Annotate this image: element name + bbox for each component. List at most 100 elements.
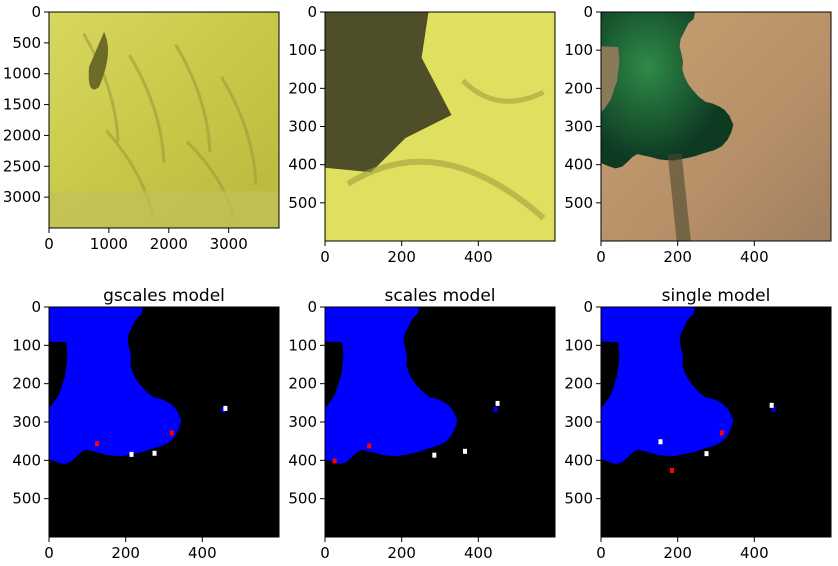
x-tick-label: 0 bbox=[44, 235, 54, 253]
error-pixel bbox=[432, 452, 437, 458]
y-tick-label: 2000 bbox=[3, 126, 41, 144]
error-pixel bbox=[769, 402, 774, 408]
error-pixel bbox=[771, 406, 776, 412]
y-tick-label: 500 bbox=[12, 34, 41, 52]
terrain-ridge bbox=[128, 54, 166, 164]
y-tick-label: 300 bbox=[288, 413, 317, 431]
land-mask bbox=[601, 341, 620, 408]
y-tick-label: 200 bbox=[12, 375, 41, 393]
x-tick-label: 200 bbox=[387, 544, 416, 562]
error-pixel bbox=[704, 451, 709, 457]
x-tick-label: 200 bbox=[663, 248, 692, 266]
dark-lake-feature bbox=[88, 32, 108, 90]
axes-frame bbox=[48, 11, 280, 229]
river-valley bbox=[667, 153, 691, 242]
water-mask bbox=[325, 307, 458, 465]
subplot-6: 0 200 400 0 100 200 300 400 500 single model bbox=[564, 286, 832, 562]
terrain-ridge bbox=[82, 32, 120, 142]
x-tick-label: 0 bbox=[596, 544, 606, 562]
error-pixel bbox=[367, 443, 372, 449]
y-tick-label: 400 bbox=[12, 451, 41, 469]
y-tick-label: 100 bbox=[12, 336, 41, 354]
x-tick-label: 400 bbox=[740, 248, 769, 266]
error-pixel bbox=[719, 430, 724, 436]
error-pixel bbox=[463, 448, 467, 454]
x-tick-label: 0 bbox=[44, 544, 54, 562]
x-tick-label: 200 bbox=[387, 248, 416, 266]
x-tick-label: 1000 bbox=[90, 235, 128, 253]
error-pixel bbox=[95, 441, 99, 447]
y-tick-label: 2500 bbox=[3, 157, 41, 175]
y-tick-label: 500 bbox=[288, 490, 317, 508]
y-tick-label: 200 bbox=[564, 79, 593, 97]
y-tick-label: 500 bbox=[12, 490, 41, 508]
y-tick-label: 300 bbox=[564, 413, 593, 431]
x-tick-label: 200 bbox=[663, 544, 692, 562]
y-tick-label: 0 bbox=[307, 3, 317, 21]
y-tick-label: 400 bbox=[288, 156, 317, 174]
y-tick-label: 300 bbox=[12, 413, 41, 431]
terrain-band bbox=[49, 191, 279, 228]
y-tick-label: 100 bbox=[564, 336, 593, 354]
water-mask bbox=[601, 307, 734, 465]
y-tick-label: 200 bbox=[288, 375, 317, 393]
x-tick-label: 0 bbox=[596, 248, 606, 266]
land-mask bbox=[49, 341, 68, 408]
y-tick-label: 0 bbox=[307, 298, 317, 316]
error-pixel bbox=[332, 458, 337, 464]
y-tick-label: 200 bbox=[564, 375, 593, 393]
x-tick-label: 0 bbox=[320, 248, 330, 266]
x-tick-label: 400 bbox=[464, 248, 493, 266]
x-tick-label: 2000 bbox=[150, 235, 188, 253]
y-tick-label: 0 bbox=[583, 298, 593, 316]
x-tick-label: 400 bbox=[188, 544, 217, 562]
water-mask bbox=[49, 307, 182, 465]
land-mask bbox=[325, 341, 344, 408]
y-tick-label: 0 bbox=[583, 3, 593, 21]
error-pixel bbox=[670, 468, 674, 473]
terrain-ridge bbox=[346, 158, 546, 221]
x-tick-label: 400 bbox=[464, 544, 493, 562]
y-tick-label: 0 bbox=[31, 3, 41, 21]
terrain-ridge bbox=[220, 76, 258, 185]
y-tick-label: 400 bbox=[564, 451, 593, 469]
y-tick-label: 500 bbox=[564, 490, 593, 508]
x-tick-label: 0 bbox=[320, 544, 330, 562]
error-pixel bbox=[223, 405, 228, 411]
y-tick-label: 100 bbox=[564, 41, 593, 59]
lake-water bbox=[601, 12, 734, 169]
subplot-title: single model bbox=[662, 286, 771, 306]
error-pixel bbox=[129, 451, 134, 457]
y-tick-label: 300 bbox=[564, 118, 593, 136]
y-tick-label: 0 bbox=[31, 298, 41, 316]
subplot-3: 0 200 400 0 100 200 300 400 500 bbox=[564, 3, 832, 266]
y-tick-label: 400 bbox=[288, 451, 317, 469]
subplot-2: 0 200 400 0 100 200 300 400 500 bbox=[288, 3, 556, 266]
y-tick-label: 500 bbox=[288, 194, 317, 212]
y-tick-label: 1500 bbox=[3, 96, 41, 114]
terrain-ridge bbox=[461, 78, 545, 104]
error-pixel bbox=[495, 400, 500, 406]
subplot-1: 0 1000 2000 3000 0 500 1000 1500 2000 2500 3000 bbox=[3, 3, 280, 253]
y-tick-label: 1000 bbox=[3, 65, 41, 83]
y-tick-label: 400 bbox=[564, 156, 593, 174]
terrain-ridge bbox=[174, 43, 212, 153]
dark-water-region bbox=[325, 12, 452, 173]
y-tick-label: 300 bbox=[288, 118, 317, 136]
x-tick-label: 3000 bbox=[210, 235, 248, 253]
y-tick-label: 3000 bbox=[3, 188, 41, 206]
error-pixel bbox=[152, 450, 157, 456]
y-tick-label: 200 bbox=[288, 79, 317, 97]
y-tick-label: 100 bbox=[288, 41, 317, 59]
subplot-5: 0 200 400 0 100 200 300 400 500 scales model bbox=[288, 286, 556, 562]
subplot-title: gscales model bbox=[103, 286, 225, 306]
shore-land bbox=[601, 46, 620, 112]
subplot-title: scales model bbox=[385, 286, 496, 306]
y-tick-label: 100 bbox=[288, 336, 317, 354]
error-pixel bbox=[658, 439, 663, 445]
error-pixel bbox=[169, 430, 174, 436]
subplot-4: 0 200 400 0 100 200 300 400 500 gscales model bbox=[12, 286, 280, 562]
x-tick-label: 400 bbox=[740, 544, 769, 562]
x-tick-label: 200 bbox=[111, 544, 140, 562]
